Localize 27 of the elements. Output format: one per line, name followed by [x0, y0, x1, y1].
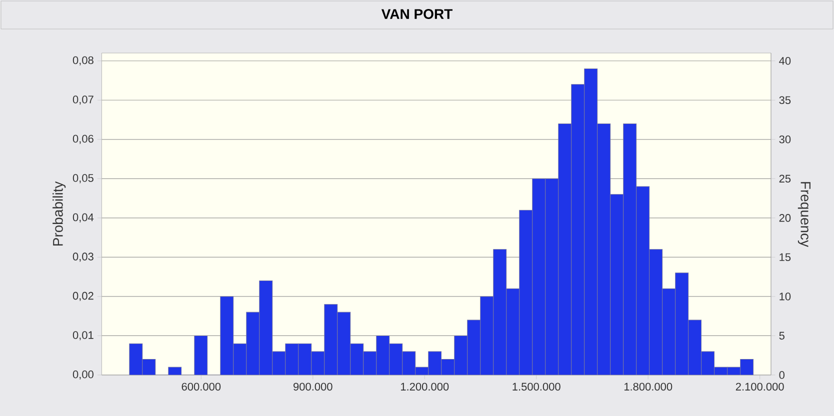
y2-axis-title: Frequency [798, 182, 810, 248]
y-tick-label: 0,04 [72, 213, 94, 222]
x-tick-label: 1.800.000 [624, 382, 672, 391]
y2-tick-label: 10 [780, 292, 791, 300]
y2-tick-label: 25 [779, 174, 791, 183]
y2-tick-label: 5 [779, 332, 784, 340]
y2-tick-label: 30 [779, 136, 791, 144]
x-tick-label: 1.500.000 [512, 382, 560, 391]
x-tick-label: 1.200.000 [400, 382, 449, 391]
y-tick-label: 0,03 [72, 252, 94, 262]
y-tick-label: 0,05 [72, 174, 94, 184]
y2-tick-label: 0 [779, 371, 784, 379]
y2-tick-label: 15 [780, 253, 791, 262]
y2-tick-label: 40 [779, 56, 791, 65]
x-tick-label: 600.000 [182, 382, 221, 391]
y2-tick-label: 35 [779, 96, 791, 104]
y-axis-title: Probability [52, 181, 66, 246]
y2-tick-label: 20 [779, 214, 791, 222]
chart-title: VAN PORT [381, 9, 452, 19]
y-tick-label: 0,00 [72, 370, 94, 380]
y-tick-label: 0,06 [72, 134, 94, 144]
x-tick-label: 900.000 [294, 382, 332, 391]
y-tick-label: 0,07 [72, 96, 94, 105]
y-tick-label: 0,02 [72, 292, 94, 302]
x-tick-label: 2.100.000 [736, 382, 784, 391]
y-tick-label: 0,08 [72, 56, 94, 66]
y-tick-label: 0,01 [72, 331, 94, 340]
